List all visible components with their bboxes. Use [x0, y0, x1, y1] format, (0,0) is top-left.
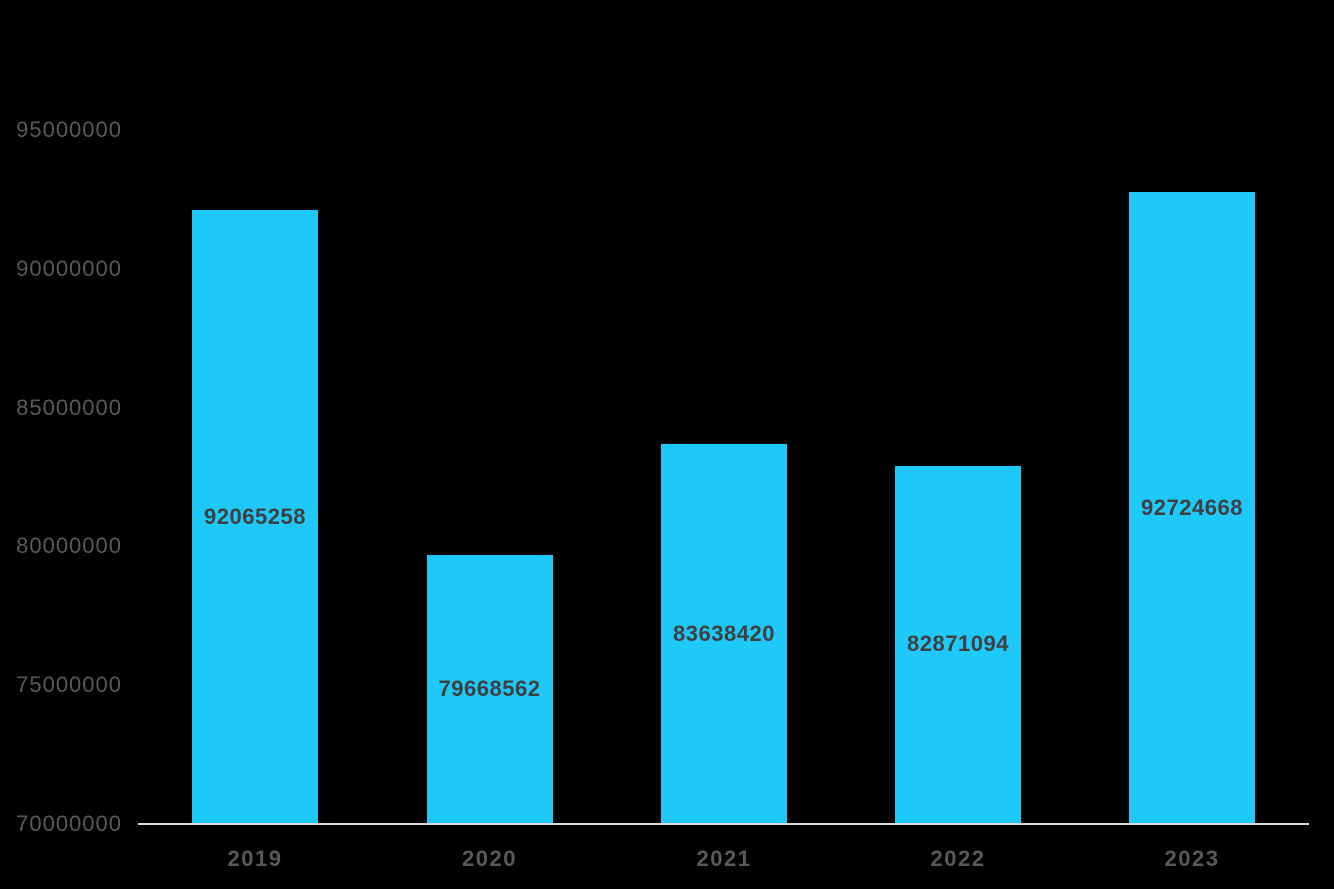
bar-2022: 82871094 [895, 465, 1021, 823]
bar-data-label: 83638420 [673, 620, 775, 646]
x-axis-tick-label-2020: 2020 [462, 846, 517, 871]
bar-2019: 92065258 [192, 210, 318, 823]
y-axis-tick-label: 90000000 [16, 255, 122, 281]
y-axis-tick-label: 80000000 [16, 533, 122, 559]
bar-data-label: 82871094 [907, 631, 1009, 657]
bar-2021: 83638420 [661, 444, 787, 823]
bar-2020: 79668562 [426, 554, 553, 823]
y-axis-tick-label: 70000000 [16, 811, 122, 836]
bar-data-label: 92724668 [1141, 494, 1243, 520]
x-axis-tick-label-2021: 2021 [696, 846, 752, 871]
bar-data-label: 79668562 [438, 675, 541, 701]
x-axis-line [138, 823, 1309, 825]
y-axis-tick-label: 85000000 [16, 394, 122, 420]
x-axis-tick-label-2019: 2019 [227, 846, 283, 871]
y-axis-tick-label: 75000000 [16, 672, 122, 698]
y-axis-tick-label: 95000000 [16, 117, 122, 142]
bar-2023: 92724668 [1129, 192, 1255, 823]
x-axis-tick-label-2022: 2022 [930, 846, 986, 871]
x-axis-tick-label-2023: 2023 [1164, 846, 1220, 871]
bar-data-label: 92065258 [204, 503, 306, 529]
